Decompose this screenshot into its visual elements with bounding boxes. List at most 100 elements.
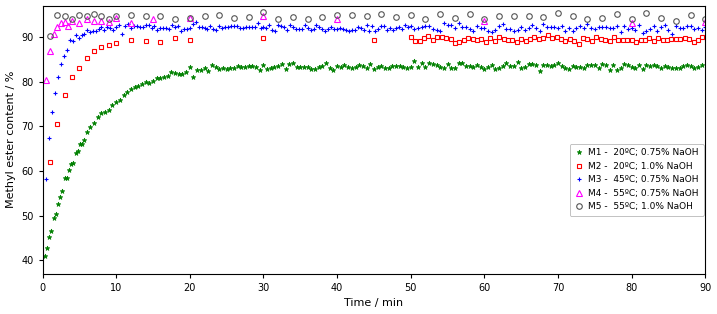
M5 -  55ºC; 1.0% NaOH [186,16,194,20]
M2 -  20ºC; 1.0% NaOH [654,36,663,40]
M2 -  20ºC; 1.0% NaOH [543,33,552,37]
M5 -  55ºC; 1.0% NaOH [141,14,150,18]
M4 -  55ºC; 0.75% NaOH [82,18,91,21]
M5 -  55ºC; 1.0% NaOH [75,13,84,17]
M3 -  45ºC; 0.75% NaOH [705,26,713,30]
M4 -  55ºC; 0.75% NaOH [64,24,72,27]
M2 -  20ºC; 1.0% NaOH [707,41,716,45]
M5 -  55ºC; 1.0% NaOH [480,17,489,21]
M4 -  55ºC; 0.75% NaOH [701,21,710,24]
M5 -  55ºC; 1.0% NaOH [583,17,592,21]
M1 -  20ºC; 0.75% NaOH [698,63,706,67]
M5 -  55ºC; 1.0% NaOH [569,14,577,18]
M5 -  55ºC; 1.0% NaOH [465,12,474,16]
M4 -  55ºC; 0.75% NaOH [480,19,489,23]
M5 -  55ºC; 1.0% NaOH [60,14,69,18]
M3 -  45ºC; 0.75% NaOH [138,25,147,29]
M4 -  55ºC; 0.75% NaOH [60,21,69,24]
M5 -  55ºC; 1.0% NaOH [259,10,267,14]
M4 -  55ºC; 0.75% NaOH [627,21,636,25]
M4 -  55ºC; 0.75% NaOH [259,14,267,17]
M2 -  20ºC; 1.0% NaOH [46,160,54,164]
M5 -  55ºC; 1.0% NaOH [318,15,327,19]
X-axis label: Time / min: Time / min [344,298,404,308]
M5 -  55ºC; 1.0% NaOH [229,16,238,20]
M3 -  45ºC; 0.75% NaOH [191,20,200,24]
M5 -  55ºC; 1.0% NaOH [554,11,562,15]
M4 -  55ºC; 0.75% NaOH [127,21,136,24]
M5 -  55ºC; 1.0% NaOH [348,13,356,17]
M1 -  20ºC; 0.75% NaOH [576,65,584,69]
M1 -  20ºC; 0.75% NaOH [569,64,577,68]
M1 -  20ºC; 0.75% NaOH [56,195,65,199]
M5 -  55ºC; 1.0% NaOH [333,13,341,17]
M5 -  55ºC; 1.0% NaOH [421,17,429,21]
M5 -  55ºC; 1.0% NaOH [127,13,136,16]
M4 -  55ºC; 0.75% NaOH [97,19,105,23]
M2 -  20ºC; 1.0% NaOH [623,38,632,42]
M4 -  55ºC; 0.75% NaOH [112,16,120,20]
Line: M2 -  20ºC; 1.0% NaOH: M2 - 20ºC; 1.0% NaOH [47,33,713,164]
M5 -  55ºC; 1.0% NaOH [450,16,459,20]
M4 -  55ºC; 0.75% NaOH [53,25,62,29]
M5 -  55ºC; 1.0% NaOH [53,14,62,17]
M5 -  55ºC; 1.0% NaOH [598,16,607,20]
M5 -  55ºC; 1.0% NaOH [156,14,165,18]
M4 -  55ºC; 0.75% NaOH [186,16,194,20]
M3 -  45ºC; 0.75% NaOH [103,25,112,29]
M5 -  55ºC; 1.0% NaOH [200,14,209,18]
M5 -  55ºC; 1.0% NaOH [495,14,503,18]
M5 -  55ºC; 1.0% NaOH [274,17,282,21]
M2 -  20ºC; 1.0% NaOH [60,93,69,96]
Line: M3 -  45ºC; 0.75% NaOH: M3 - 45ºC; 0.75% NaOH [44,20,711,181]
M5 -  55ºC; 1.0% NaOH [112,14,120,18]
M1 -  20ºC; 0.75% NaOH [160,75,168,79]
M1 -  20ºC; 0.75% NaOH [410,59,419,62]
M4 -  55ºC; 0.75% NaOH [333,17,341,21]
M4 -  55ºC; 0.75% NaOH [46,49,54,53]
M5 -  55ºC; 1.0% NaOH [362,14,371,18]
M5 -  55ºC; 1.0% NaOH [377,12,386,16]
M4 -  55ºC; 0.75% NaOH [57,21,65,25]
M5 -  55ºC; 1.0% NaOH [303,17,312,21]
Line: M1 -  20ºC; 0.75% NaOH: M1 - 20ºC; 0.75% NaOH [42,58,704,258]
M5 -  55ºC; 1.0% NaOH [105,17,113,21]
M5 -  55ºC; 1.0% NaOH [82,14,91,18]
M4 -  55ºC; 0.75% NaOH [105,20,113,24]
M1 -  20ºC; 0.75% NaOH [344,65,353,69]
M5 -  55ºC; 1.0% NaOH [46,34,54,37]
M5 -  55ºC; 1.0% NaOH [627,17,636,21]
M3 -  45ºC; 0.75% NaOH [650,24,658,28]
M5 -  55ºC; 1.0% NaOH [90,13,98,16]
M2 -  20ºC; 1.0% NaOH [513,40,521,44]
M5 -  55ºC; 1.0% NaOH [612,12,621,16]
Line: M4 -  55ºC; 0.75% NaOH: M4 - 55ºC; 0.75% NaOH [43,13,708,84]
Legend: M1 -  20ºC; 0.75% NaOH, M2 -  20ºC; 1.0% NaOH, M3 -  45ºC; 0.75% NaOH, M4 -  55º: M1 - 20ºC; 0.75% NaOH, M2 - 20ºC; 1.0% N… [569,144,703,216]
M5 -  55ºC; 1.0% NaOH [642,11,651,14]
M4 -  55ºC; 0.75% NaOH [67,19,76,23]
M1 -  20ºC; 0.75% NaOH [40,254,49,257]
M5 -  55ºC; 1.0% NaOH [686,13,695,17]
M5 -  55ºC; 1.0% NaOH [510,14,518,18]
M5 -  55ºC; 1.0% NaOH [407,13,415,17]
M5 -  55ºC; 1.0% NaOH [97,14,105,18]
M2 -  20ºC; 1.0% NaOH [75,66,84,69]
M4 -  55ºC; 0.75% NaOH [90,19,98,23]
Y-axis label: Methyl ester content / %: Methyl ester content / % [6,71,16,208]
M4 -  55ºC; 0.75% NaOH [75,22,84,25]
M5 -  55ºC; 1.0% NaOH [672,19,680,23]
M5 -  55ºC; 1.0% NaOH [657,16,665,19]
M3 -  45ºC; 0.75% NaOH [277,24,285,28]
M4 -  55ºC; 0.75% NaOH [49,32,58,36]
M5 -  55ºC; 1.0% NaOH [391,15,400,19]
M5 -  55ºC; 1.0% NaOH [436,13,445,16]
M4 -  55ºC; 0.75% NaOH [42,78,50,82]
M1 -  20ºC; 0.75% NaOH [465,64,474,68]
M3 -  45ºC; 0.75% NaOH [42,177,50,181]
M5 -  55ºC; 1.0% NaOH [67,17,76,21]
M5 -  55ºC; 1.0% NaOH [539,15,548,19]
M5 -  55ºC; 1.0% NaOH [701,17,710,21]
M3 -  45ºC; 0.75% NaOH [215,24,224,28]
M5 -  55ºC; 1.0% NaOH [289,15,298,19]
M5 -  55ºC; 1.0% NaOH [244,16,253,19]
